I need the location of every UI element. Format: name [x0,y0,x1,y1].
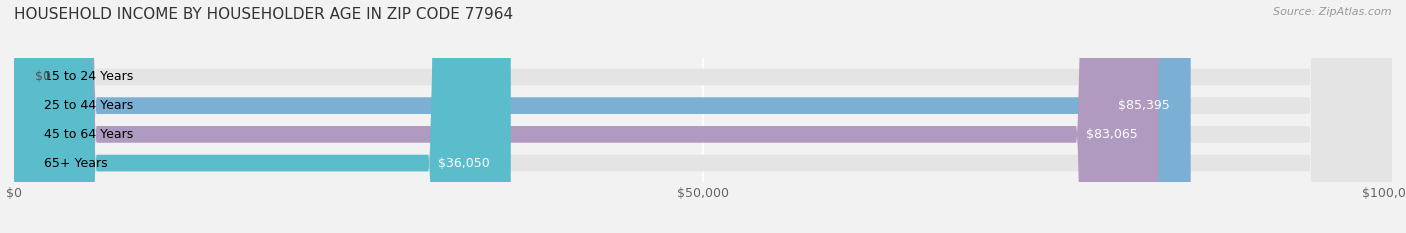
FancyBboxPatch shape [14,0,1392,233]
Text: $83,065: $83,065 [1087,128,1137,141]
Text: HOUSEHOLD INCOME BY HOUSEHOLDER AGE IN ZIP CODE 77964: HOUSEHOLD INCOME BY HOUSEHOLDER AGE IN Z… [14,7,513,22]
FancyBboxPatch shape [14,0,1159,233]
FancyBboxPatch shape [14,0,1392,233]
Text: $0: $0 [35,70,51,83]
Text: $85,395: $85,395 [1118,99,1170,112]
Text: 15 to 24 Years: 15 to 24 Years [45,70,134,83]
FancyBboxPatch shape [14,0,1392,233]
Text: 45 to 64 Years: 45 to 64 Years [45,128,134,141]
FancyBboxPatch shape [14,0,510,233]
Text: $36,050: $36,050 [439,157,491,170]
Text: 25 to 44 Years: 25 to 44 Years [45,99,134,112]
FancyBboxPatch shape [14,0,1392,233]
Text: 65+ Years: 65+ Years [45,157,108,170]
Text: Source: ZipAtlas.com: Source: ZipAtlas.com [1274,7,1392,17]
FancyBboxPatch shape [14,0,1191,233]
